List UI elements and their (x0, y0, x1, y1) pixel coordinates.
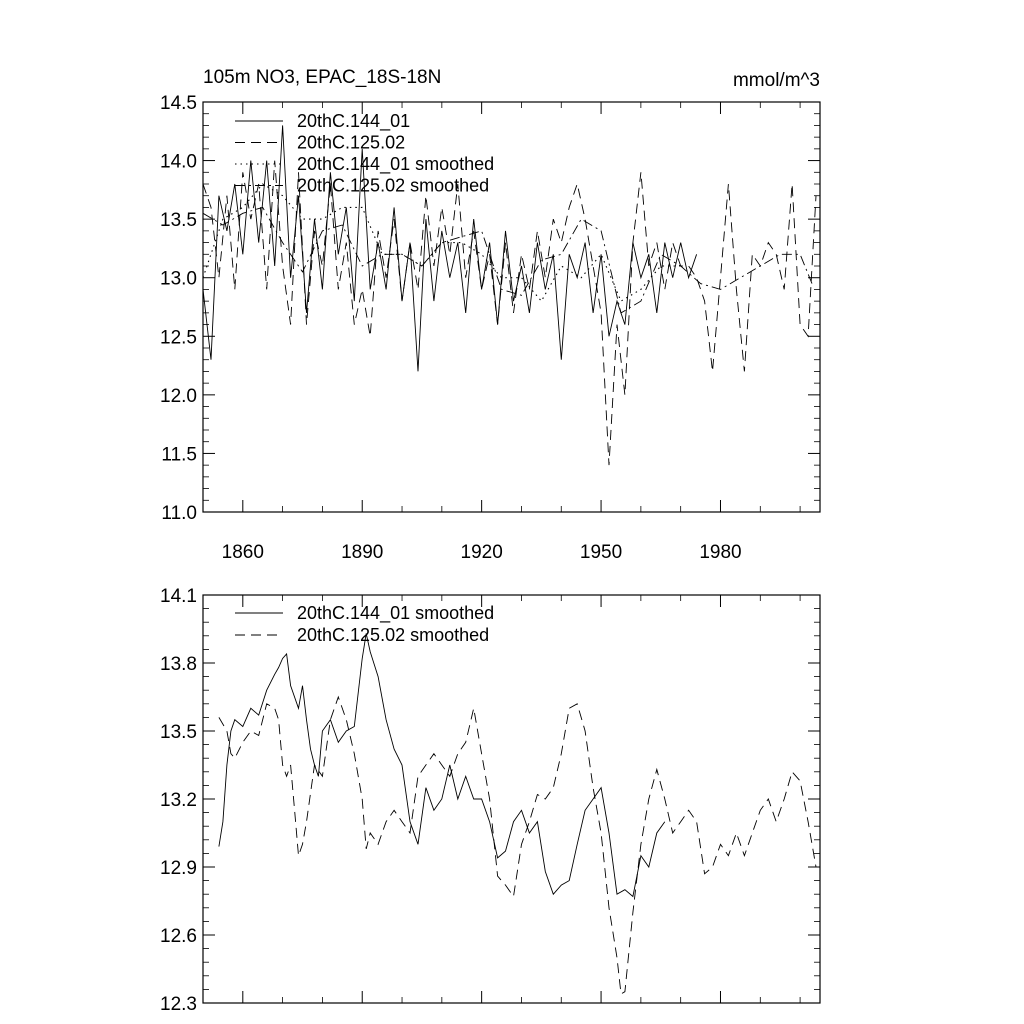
top-chart-title: 105m NO3, EPAC_18S-18N (203, 67, 441, 88)
y-tick-label: 14.1 (160, 586, 197, 607)
series-line-20thc-144-01-smoothed (218, 633, 666, 898)
top-plot-frame (202, 101, 821, 513)
legend-label: 20thC.144_01 (297, 111, 410, 132)
y-tick-label: 12.9 (160, 858, 197, 879)
y-tick-label: 14.5 (160, 93, 197, 114)
bottom-series-group (218, 633, 817, 995)
top-chart-panel: 105m NO3, EPAC_18S-18N mmol/m^3 11.0 11.5… (160, 67, 821, 563)
top-series-group (202, 125, 817, 466)
y-tick-label: 12.5 (160, 327, 197, 348)
y-tick-label: 12.6 (160, 926, 197, 947)
legend-label: 20thC.125.02 smoothed (297, 625, 489, 645)
bottom-chart-panel: 12.3 12.6 12.9 13.2 13.5 13.8 14.1 20thC.144_0… (160, 586, 821, 1015)
y-tick-label: 12.3 (160, 994, 197, 1015)
y-tick-label: 11.5 (161, 444, 197, 465)
top-axis-ticks: 11.0 11.5 12.0 12.5 13.0 13.5 14.0 14.5 1860 1890… (160, 93, 820, 563)
y-tick-label: 13.2 (160, 790, 197, 811)
series-line-20thc-144-01-smoothed (202, 183, 681, 303)
legend-label: 20thC.125.02 (297, 133, 405, 153)
x-tick-label: 1920 (461, 542, 503, 563)
legend-label: 20thC.144_01 smoothed (297, 603, 494, 624)
top-chart-units: mmol/m^3 (733, 70, 820, 91)
series-line-20thc-125-02-smoothed (202, 206, 813, 314)
y-tick-label: 12.0 (160, 386, 197, 407)
series-line-20thc-125-02 (202, 160, 817, 466)
y-tick-label: 13.5 (160, 722, 197, 743)
bottom-plot-frame (202, 594, 821, 1004)
y-tick-label: 11.0 (161, 503, 197, 524)
series-line-20thc-125-02-smoothed (218, 695, 817, 995)
x-tick-label: 1890 (341, 542, 383, 563)
x-tick-label: 1860 (222, 542, 264, 563)
y-tick-label: 13.8 (160, 654, 197, 675)
y-tick-label: 14.0 (160, 152, 197, 173)
y-tick-label: 13.0 (160, 269, 197, 290)
x-tick-label: 1980 (699, 542, 741, 563)
bottom-axis-ticks: 12.3 12.6 12.9 13.2 13.5 13.8 14.1 (160, 586, 820, 1015)
legend-label: 20thC.144_01 smoothed (297, 154, 494, 175)
y-tick-label: 13.5 (160, 210, 197, 231)
x-tick-label: 1950 (580, 542, 622, 563)
legend-label: 20thC.125.02 smoothed (297, 176, 489, 196)
series-line-20thc-144-01 (202, 125, 698, 372)
